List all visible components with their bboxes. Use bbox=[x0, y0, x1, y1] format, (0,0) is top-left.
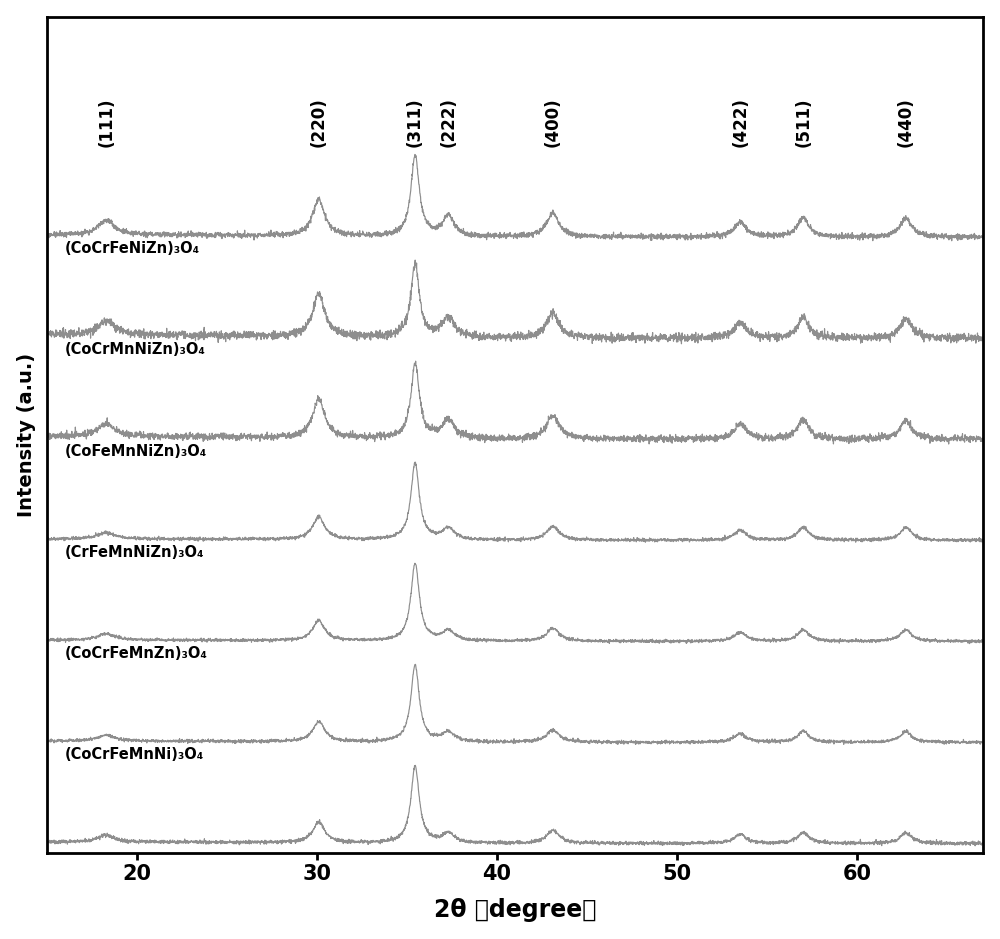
Text: (CoCrFeNiZn)₃O₄: (CoCrFeNiZn)₃O₄ bbox=[65, 241, 200, 256]
Text: (CoFeMnNiZn)₃O₄: (CoFeMnNiZn)₃O₄ bbox=[65, 443, 207, 458]
Text: (400): (400) bbox=[544, 98, 562, 147]
Text: (422): (422) bbox=[731, 98, 749, 147]
Text: (111): (111) bbox=[97, 98, 115, 147]
Text: (222): (222) bbox=[439, 98, 457, 147]
Text: (220): (220) bbox=[310, 98, 328, 147]
Text: (CrFeMnNiZn)₃O₄: (CrFeMnNiZn)₃O₄ bbox=[65, 545, 204, 560]
Text: (311): (311) bbox=[406, 98, 424, 147]
Text: (CoCrFeMnZn)₃O₄: (CoCrFeMnZn)₃O₄ bbox=[65, 646, 208, 661]
Text: (440): (440) bbox=[897, 98, 915, 147]
Text: (CoCrMnNiZn)₃O₄: (CoCrMnNiZn)₃O₄ bbox=[65, 343, 206, 358]
X-axis label: 2θ （degree）: 2θ （degree） bbox=[434, 899, 596, 922]
Text: (CoCrFeMnNi)₃O₄: (CoCrFeMnNi)₃O₄ bbox=[65, 747, 204, 762]
Text: (511): (511) bbox=[794, 98, 812, 147]
Y-axis label: Intensity (a.u.): Intensity (a.u.) bbox=[17, 352, 36, 516]
